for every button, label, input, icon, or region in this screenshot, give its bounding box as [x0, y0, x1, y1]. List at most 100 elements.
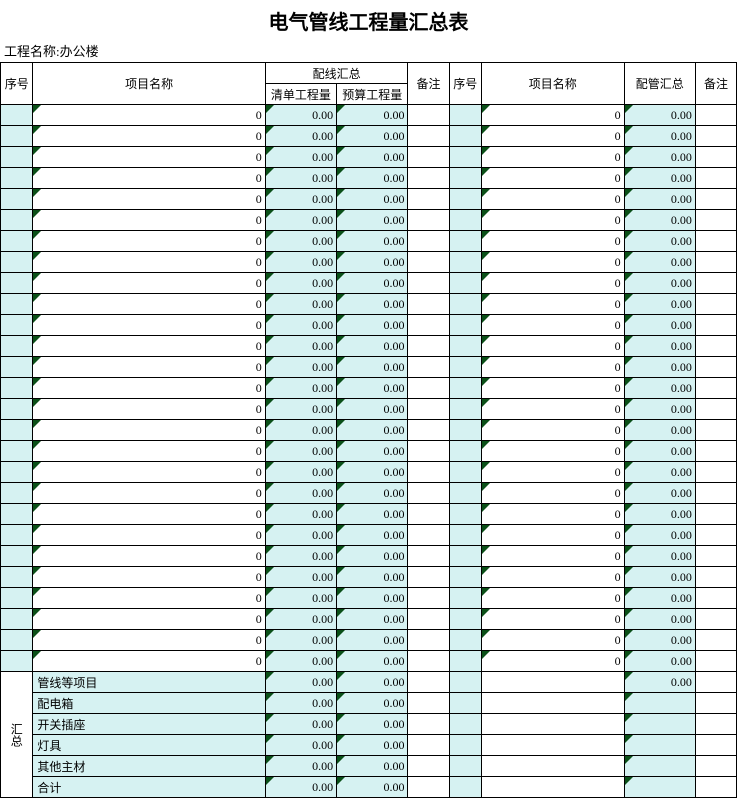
cell-name1[interactable]: 0 [33, 483, 265, 504]
cell-name1[interactable]: 0 [33, 252, 265, 273]
cell-budget-qty[interactable]: 0.00 [337, 231, 408, 252]
summary-list-qty[interactable]: 0.00 [265, 693, 336, 714]
cell-pipe-total[interactable]: 0.00 [624, 378, 695, 399]
cell-list-qty[interactable]: 0.00 [265, 546, 336, 567]
cell-budget-qty[interactable]: 0.00 [337, 147, 408, 168]
cell-seq2[interactable] [449, 567, 481, 588]
cell-seq2[interactable] [449, 294, 481, 315]
cell-seq[interactable] [1, 546, 33, 567]
cell-name1[interactable]: 0 [33, 210, 265, 231]
summary-remark2[interactable] [695, 672, 736, 693]
cell-pipe-total[interactable]: 0.00 [624, 147, 695, 168]
summary-seq2[interactable] [449, 777, 481, 798]
cell-pipe-total[interactable]: 0.00 [624, 189, 695, 210]
cell-seq[interactable] [1, 126, 33, 147]
cell-list-qty[interactable]: 0.00 [265, 567, 336, 588]
cell-name1[interactable]: 0 [33, 399, 265, 420]
cell-name2[interactable]: 0 [481, 483, 624, 504]
cell-name1[interactable]: 0 [33, 441, 265, 462]
cell-name1[interactable]: 0 [33, 630, 265, 651]
cell-name1[interactable]: 0 [33, 315, 265, 336]
cell-pipe-total[interactable]: 0.00 [624, 441, 695, 462]
cell-pipe-total[interactable]: 0.00 [624, 462, 695, 483]
cell-name1[interactable]: 0 [33, 336, 265, 357]
summary-budget-qty[interactable]: 0.00 [337, 693, 408, 714]
cell-pipe-total[interactable]: 0.00 [624, 126, 695, 147]
cell-pipe-total[interactable]: 0.00 [624, 567, 695, 588]
summary-budget-qty[interactable]: 0.00 [337, 756, 408, 777]
cell-remark2[interactable] [695, 546, 736, 567]
cell-seq[interactable] [1, 357, 33, 378]
cell-name1[interactable]: 0 [33, 126, 265, 147]
cell-pipe-total[interactable]: 0.00 [624, 357, 695, 378]
cell-name2[interactable]: 0 [481, 630, 624, 651]
cell-seq2[interactable] [449, 357, 481, 378]
cell-seq[interactable] [1, 231, 33, 252]
cell-list-qty[interactable]: 0.00 [265, 105, 336, 126]
cell-remark[interactable] [408, 567, 449, 588]
cell-name2[interactable]: 0 [481, 504, 624, 525]
cell-remark2[interactable] [695, 231, 736, 252]
cell-seq2[interactable] [449, 504, 481, 525]
cell-remark[interactable] [408, 168, 449, 189]
cell-remark[interactable] [408, 378, 449, 399]
cell-budget-qty[interactable]: 0.00 [337, 399, 408, 420]
cell-seq2[interactable] [449, 231, 481, 252]
cell-pipe-total[interactable]: 0.00 [624, 588, 695, 609]
cell-seq2[interactable] [449, 399, 481, 420]
cell-list-qty[interactable]: 0.00 [265, 651, 336, 672]
cell-pipe-total[interactable]: 0.00 [624, 609, 695, 630]
cell-name1[interactable]: 0 [33, 147, 265, 168]
cell-name2[interactable]: 0 [481, 588, 624, 609]
cell-list-qty[interactable]: 0.00 [265, 630, 336, 651]
cell-remark[interactable] [408, 189, 449, 210]
cell-budget-qty[interactable]: 0.00 [337, 546, 408, 567]
cell-seq2[interactable] [449, 273, 481, 294]
summary-remark2[interactable] [695, 756, 736, 777]
summary-budget-qty[interactable]: 0.00 [337, 777, 408, 798]
cell-seq[interactable] [1, 651, 33, 672]
cell-seq2[interactable] [449, 126, 481, 147]
cell-seq[interactable] [1, 315, 33, 336]
summary-name2[interactable] [481, 777, 624, 798]
cell-remark2[interactable] [695, 147, 736, 168]
summary-pipe-total[interactable] [624, 714, 695, 735]
cell-remark[interactable] [408, 441, 449, 462]
cell-seq[interactable] [1, 105, 33, 126]
cell-seq2[interactable] [449, 252, 481, 273]
cell-pipe-total[interactable]: 0.00 [624, 336, 695, 357]
summary-name[interactable]: 灯具 [33, 735, 265, 756]
cell-list-qty[interactable]: 0.00 [265, 420, 336, 441]
cell-seq[interactable] [1, 399, 33, 420]
cell-pipe-total[interactable]: 0.00 [624, 252, 695, 273]
cell-remark[interactable] [408, 462, 449, 483]
cell-list-qty[interactable]: 0.00 [265, 609, 336, 630]
cell-name2[interactable]: 0 [481, 462, 624, 483]
cell-remark2[interactable] [695, 357, 736, 378]
cell-remark[interactable] [408, 525, 449, 546]
cell-pipe-total[interactable]: 0.00 [624, 168, 695, 189]
cell-pipe-total[interactable]: 0.00 [624, 651, 695, 672]
cell-pipe-total[interactable]: 0.00 [624, 483, 695, 504]
cell-seq2[interactable] [449, 630, 481, 651]
cell-seq[interactable] [1, 630, 33, 651]
cell-remark2[interactable] [695, 441, 736, 462]
cell-budget-qty[interactable]: 0.00 [337, 210, 408, 231]
cell-seq2[interactable] [449, 609, 481, 630]
summary-remark[interactable] [408, 777, 449, 798]
summary-remark[interactable] [408, 693, 449, 714]
summary-remark[interactable] [408, 672, 449, 693]
cell-budget-qty[interactable]: 0.00 [337, 126, 408, 147]
cell-seq[interactable] [1, 336, 33, 357]
cell-name2[interactable]: 0 [481, 441, 624, 462]
cell-list-qty[interactable]: 0.00 [265, 168, 336, 189]
summary-name[interactable]: 管线等项目 [33, 672, 265, 693]
cell-seq2[interactable] [449, 105, 481, 126]
cell-list-qty[interactable]: 0.00 [265, 504, 336, 525]
cell-list-qty[interactable]: 0.00 [265, 357, 336, 378]
summary-pipe-total[interactable]: 0.00 [624, 672, 695, 693]
summary-seq2[interactable] [449, 693, 481, 714]
cell-budget-qty[interactable]: 0.00 [337, 609, 408, 630]
cell-budget-qty[interactable]: 0.00 [337, 462, 408, 483]
cell-name1[interactable]: 0 [33, 588, 265, 609]
